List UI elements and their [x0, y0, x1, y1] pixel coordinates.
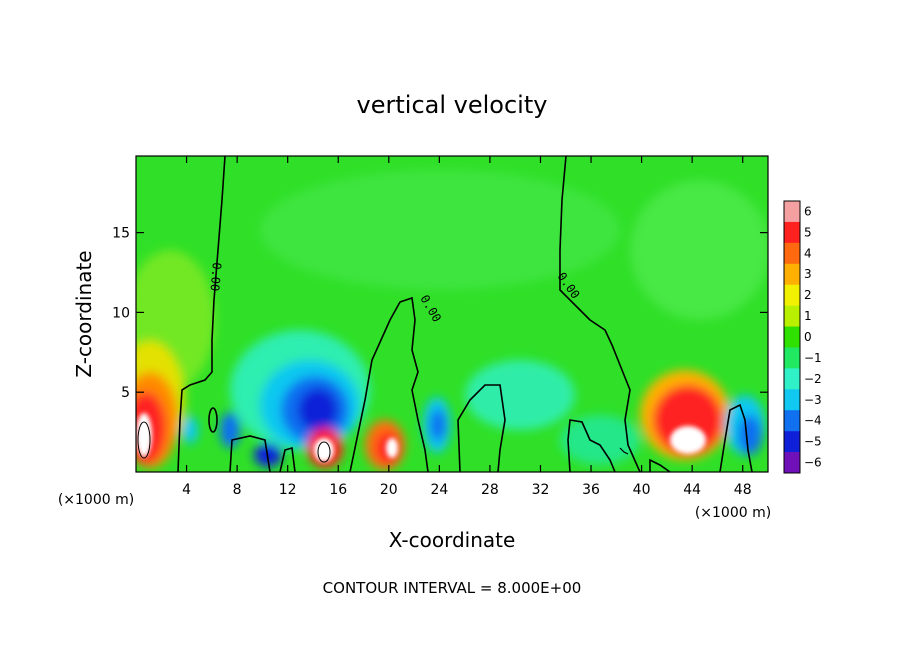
colorbar-label: 6 [804, 204, 812, 218]
x-tick-label: 40 [633, 482, 651, 498]
colorbar-label: −2 [804, 372, 822, 386]
colorbar-swatch [784, 368, 800, 390]
x-unit-label: (×1000 m) [58, 492, 134, 508]
colorbar-label: 1 [804, 309, 812, 323]
colorbar-swatch [784, 242, 800, 265]
colorbar-label: −3 [804, 393, 822, 407]
colorbar-label: 3 [804, 267, 812, 281]
contour-interval-note: CONTOUR INTERVAL = 8.000E+00 [323, 579, 582, 597]
y-tick-label: 5 [121, 385, 130, 401]
y-tick-label: 10 [112, 305, 130, 321]
colorbar-label: 0 [804, 330, 812, 344]
colorbar-swatch [784, 431, 800, 453]
colorbar-swatch [784, 305, 800, 327]
x-axis: 4 8 12 16 20 24 28 32 36 40 44 48 [182, 156, 752, 498]
x-tick-label: 24 [430, 482, 448, 498]
x-tick-label: 4 [182, 482, 191, 498]
colorbar-label: −4 [804, 414, 822, 428]
colorbar-swatch [784, 347, 800, 369]
colorbar-swatch [784, 452, 800, 474]
x-axis-label: X-coordinate [389, 528, 516, 552]
colorbar-label: −1 [804, 351, 822, 365]
x-unit-label-right: (×1000 m) [695, 505, 771, 521]
colorbar-label: 5 [804, 225, 812, 239]
contour-lines [137, 156, 753, 472]
colorbar-frame [783, 200, 801, 474]
y-axis: 5 10 15 [112, 226, 768, 401]
plot-frame [135, 155, 769, 473]
colorbar: 6 5 4 3 2 1 0 −1 −2 −3 −4 −5 −6 [783, 200, 822, 474]
x-tick-label: 16 [329, 482, 347, 498]
colorbar-swatch [784, 221, 800, 244]
x-tick-label: 20 [380, 482, 398, 498]
colorbar-swatch [784, 201, 800, 223]
x-tick-label: 12 [279, 482, 297, 498]
x-tick-label: 28 [481, 482, 499, 498]
colorbar-label: −6 [804, 456, 822, 470]
x-tick-label: 32 [532, 482, 550, 498]
colorbar-swatch [784, 263, 800, 285]
velocity-field [136, 156, 768, 472]
x-tick-label: 36 [582, 482, 600, 498]
x-tick-label: 8 [233, 482, 242, 498]
colorbar-label: 4 [804, 246, 812, 260]
y-tick-label: 15 [112, 226, 130, 242]
colorbar-swatch [784, 410, 800, 432]
y-axis-label: Z-coordinate [72, 250, 96, 377]
colorbar-label: 2 [804, 288, 812, 302]
contour-label: 0.00 [207, 262, 223, 292]
colorbar-swatch [784, 389, 800, 411]
chart-title: vertical velocity [357, 91, 548, 119]
colorbar-swatch [784, 284, 800, 306]
colorbar-swatch [784, 326, 800, 348]
x-tick-label: 44 [683, 482, 701, 498]
x-tick-label: 48 [734, 482, 752, 498]
colorbar-label: −5 [804, 435, 822, 449]
